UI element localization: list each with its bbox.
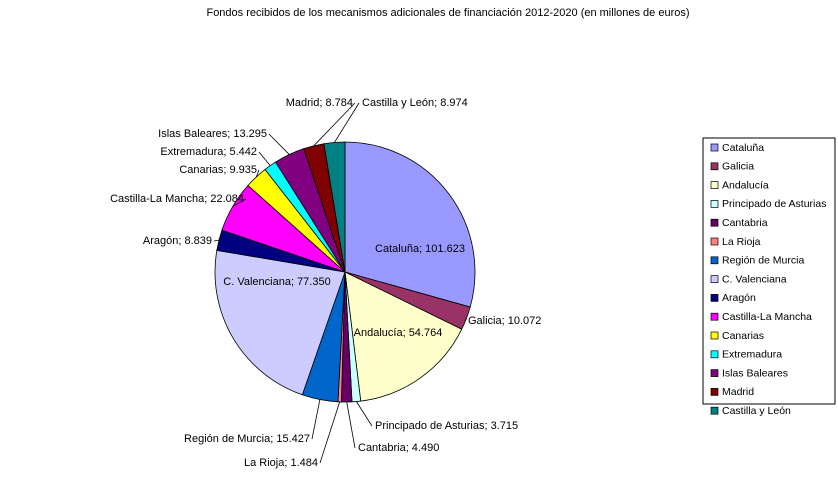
legend-box: [702, 137, 836, 405]
data-label: Galicia; 10.072: [468, 315, 541, 327]
legend-swatch: [710, 369, 719, 377]
data-label: Andalucía; 54.764: [354, 327, 443, 339]
legend-swatch: [710, 237, 719, 246]
legend-swatch: [710, 350, 719, 359]
leader-line: [319, 401, 341, 464]
pie-slice: [344, 141, 476, 308]
pie-slice: [344, 271, 463, 402]
legend-swatch: [710, 256, 719, 265]
legend-swatch: [710, 312, 719, 321]
legend-label: Islas Baleares: [722, 367, 788, 379]
legend-swatch: [710, 162, 719, 171]
legend-swatch: [710, 275, 719, 283]
leader-line: [213, 239, 220, 242]
leader-line: [311, 399, 321, 440]
data-label: Principado de Asturias; 3.715: [375, 420, 518, 432]
legend-label: Galicia: [722, 161, 754, 173]
legend-swatch: [710, 200, 719, 208]
legend-label: Castilla y León: [722, 405, 791, 417]
data-label: Región de Murcia; 15.427: [184, 433, 310, 445]
legend-swatch: [710, 331, 719, 340]
leader-line: [232, 198, 247, 207]
legend-label: Principado de Asturias: [722, 198, 826, 210]
legend: Cataluña Galicia Andalucía Principado de As…: [710, 142, 826, 417]
legend-swatch: [710, 143, 719, 152]
leader-line: [464, 318, 467, 322]
legend-swatch: [710, 406, 719, 415]
leader-line: [346, 401, 356, 449]
data-label: Castilla y León; 8.974: [362, 97, 468, 109]
legend-swatch: [710, 388, 719, 396]
leader-line: [334, 102, 360, 143]
legend-swatch: [710, 218, 719, 227]
legend-label: Región de Murcia: [722, 255, 804, 267]
legend-label: C. Valenciana: [722, 273, 787, 285]
leader-line: [258, 151, 271, 166]
data-label: Canarias; 9.935: [179, 164, 257, 176]
data-label: Cantabria; 4.490: [358, 442, 439, 454]
legend-label: Castilla-La Mancha: [722, 311, 812, 323]
pie-slice: [214, 249, 346, 396]
data-label: La Rioja; 1.484: [244, 457, 318, 469]
leader-line: [255, 169, 260, 178]
legend-swatch: [710, 181, 719, 189]
data-label: Castilla-La Mancha; 22.084: [110, 193, 244, 205]
legend-label: Cataluña: [722, 142, 764, 154]
legend-label: La Rioja: [722, 236, 761, 248]
data-label: Cataluña; 101.623: [375, 243, 465, 255]
legend-label: Andalucía: [722, 179, 769, 191]
pie-slice: [323, 141, 346, 273]
legend-label: Madrid: [722, 386, 754, 398]
legend-label: Cantabria: [722, 217, 768, 229]
leader-line: [268, 133, 290, 155]
legend-swatch: [710, 294, 719, 302]
data-label: Aragón; 8.839: [143, 235, 212, 247]
leader-line: [313, 102, 356, 147]
legend-label: Canarias: [722, 330, 764, 342]
chart-title: Fondos recibidos de los mecanismos adici…: [206, 7, 689, 19]
data-label: C. Valenciana; 77.350: [223, 276, 330, 288]
legend-label: Extremadura: [722, 349, 782, 361]
data-label: Islas Baleares; 13.295: [158, 128, 267, 140]
data-label: Madrid; 8.784: [286, 97, 353, 109]
legend-label: Aragón: [722, 292, 756, 304]
data-label: Extremadura; 5.442: [160, 146, 257, 158]
leader-line: [356, 401, 373, 427]
